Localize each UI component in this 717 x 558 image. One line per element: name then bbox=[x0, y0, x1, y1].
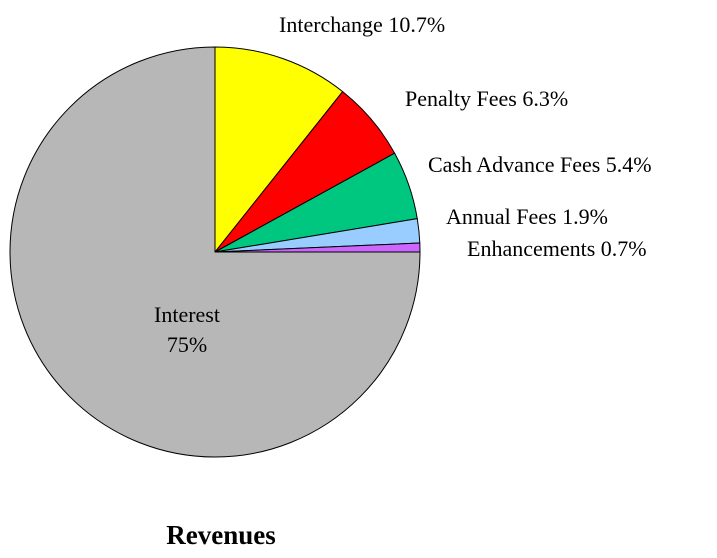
pie-slice-interchange bbox=[214, 46, 344, 253]
slice-label-interchange: Interchange 10.7% bbox=[279, 12, 445, 37]
slice-labels: Interchange 10.7% Penalty Fees 6.3% Cash A… bbox=[154, 12, 652, 357]
slice-label-annual-fees: Annual Fees 1.9% bbox=[446, 204, 608, 229]
chart-title: Revenues bbox=[166, 520, 276, 550]
pie-slice-interest bbox=[9, 46, 421, 458]
slice-label-cash-advance-fees: Cash Advance Fees 5.4% bbox=[428, 152, 652, 177]
slice-label-enhancements: Enhancements 0.7% bbox=[467, 236, 647, 261]
slice-label-interest: Interest 75% bbox=[154, 302, 220, 357]
pie-slices bbox=[9, 46, 421, 458]
slice-label-penalty-fees: Penalty Fees 6.3% bbox=[405, 86, 568, 111]
